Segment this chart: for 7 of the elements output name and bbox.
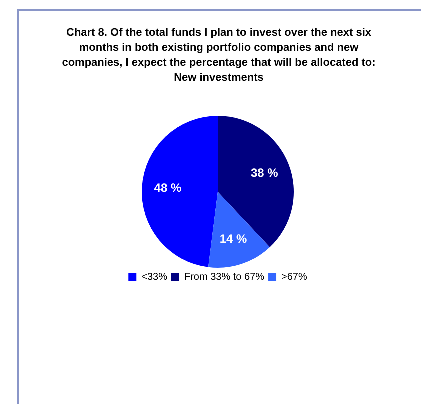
chart-title: Chart 8. Of the total funds I plan to invest over the next six months in both existing portfolio companies and new companies, I expect the percentage that will be allocated to: New investments (61, 26, 377, 86)
legend-label: >67% (282, 272, 308, 283)
data-label: 38 % (250, 166, 279, 180)
data-label: 48 % (154, 181, 182, 196)
legend-label: From 33% to 67% (184, 272, 265, 283)
legend-label: <33% (142, 272, 168, 283)
data-label: 14 % (220, 232, 248, 246)
